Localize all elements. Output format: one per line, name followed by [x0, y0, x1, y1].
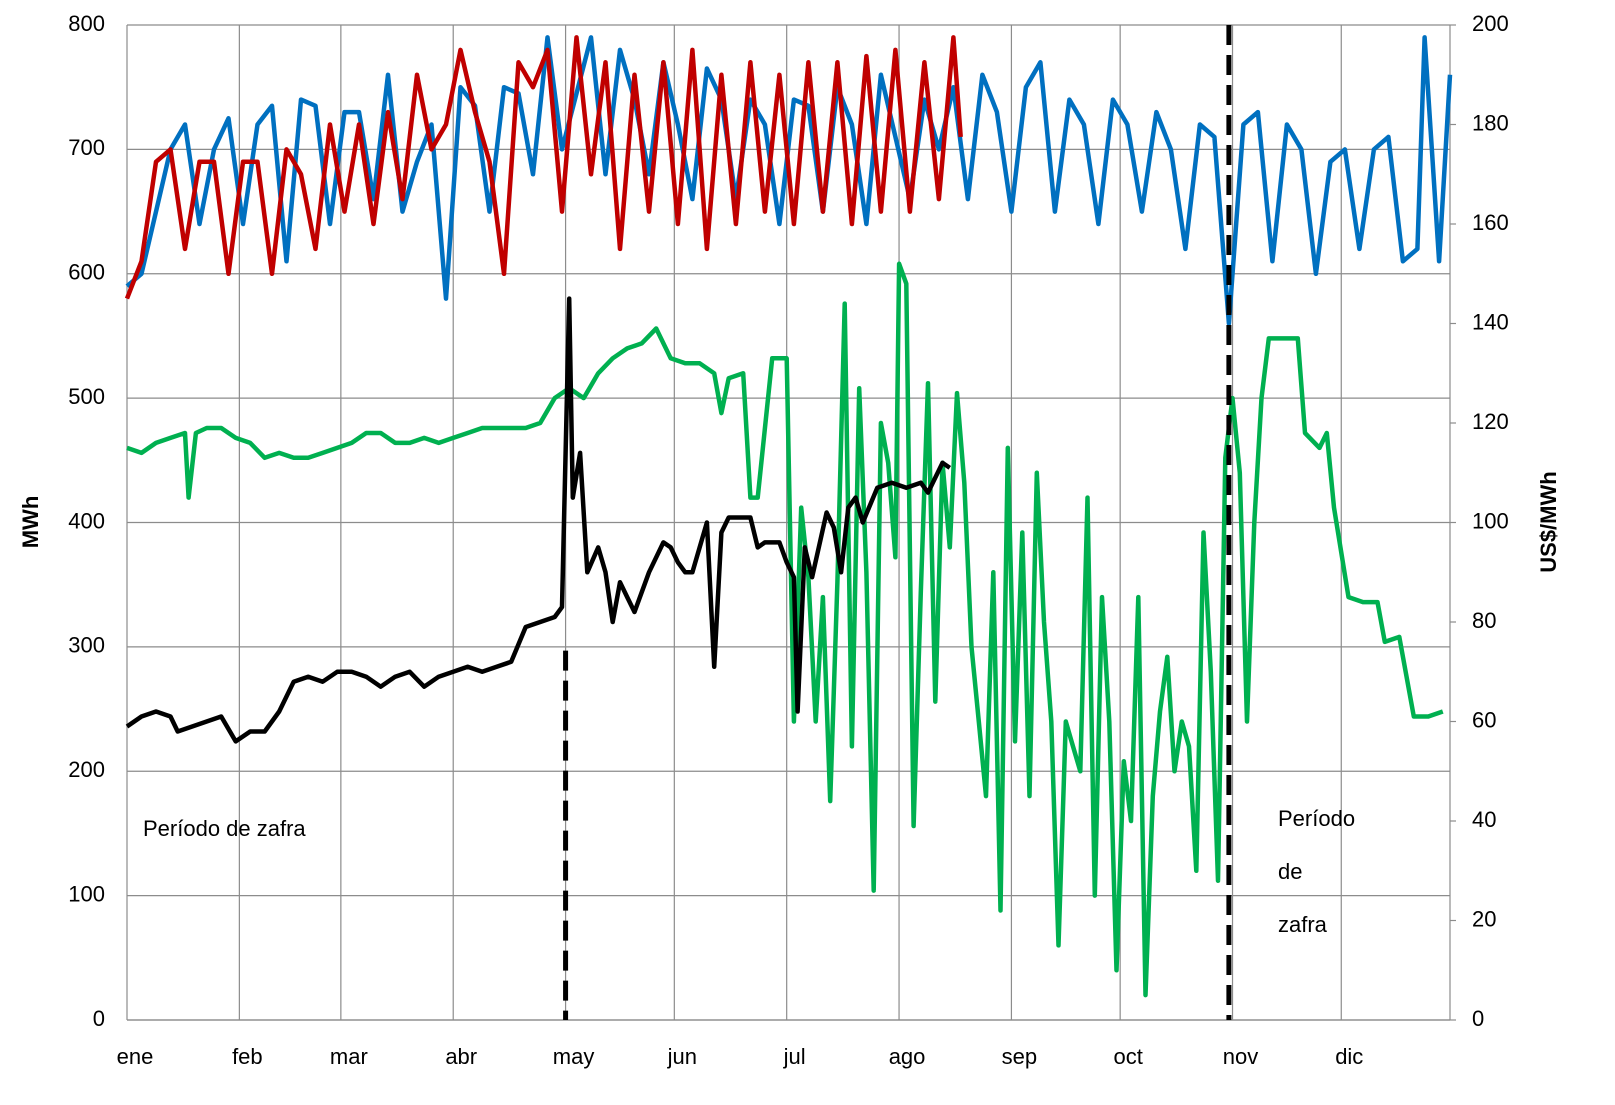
- x-tick-label: may: [553, 1044, 595, 1069]
- x-tick-label: oct: [1113, 1044, 1142, 1069]
- x-tick-label: feb: [232, 1044, 263, 1069]
- y2-tick-label: 160: [1472, 210, 1509, 235]
- annotation: Período de zafra: [143, 816, 306, 841]
- y-tick-label: 800: [68, 11, 105, 36]
- series-line: [124, 35, 963, 300]
- y2-tick-label: 80: [1472, 608, 1496, 633]
- y-tick-label: 600: [68, 260, 105, 285]
- y-tick-label: 700: [68, 135, 105, 160]
- y2-tick-label: 0: [1472, 1006, 1484, 1031]
- y2-tick-label: 100: [1472, 508, 1509, 533]
- y2-tick-label: 60: [1472, 707, 1496, 732]
- x-tick-label: ene: [117, 1044, 154, 1069]
- y2-tick-label: 120: [1472, 409, 1509, 434]
- y2-tick-label: 40: [1472, 807, 1496, 832]
- series-line: [126, 261, 1444, 998]
- y-tick-label: 300: [68, 633, 105, 658]
- y2-axis-title: US$/MWh: [1536, 471, 1561, 572]
- x-tick-label: sep: [1002, 1044, 1037, 1069]
- y2-tick-label: 20: [1472, 906, 1496, 931]
- x-tick-label: dic: [1335, 1044, 1363, 1069]
- y-axis-title: MWh: [18, 496, 43, 549]
- x-tick-label: ago: [889, 1044, 926, 1069]
- x-tick-label: nov: [1223, 1044, 1258, 1069]
- x-tick-label: mar: [330, 1044, 368, 1069]
- x-tick-label: jul: [783, 1044, 806, 1069]
- series-line: [125, 296, 952, 744]
- y2-tick-label: 200: [1472, 11, 1509, 36]
- y-tick-label: 200: [68, 757, 105, 782]
- y2-tick-label: 180: [1472, 110, 1509, 135]
- annotation: Período de zafra: [1278, 806, 1355, 937]
- series-line: [125, 35, 1453, 326]
- x-tick-label: jun: [667, 1044, 697, 1069]
- y-tick-label: 400: [68, 508, 105, 533]
- y-tick-label: 100: [68, 881, 105, 906]
- y2-tick-label: 140: [1472, 309, 1509, 334]
- x-tick-label: abr: [445, 1044, 477, 1069]
- y-tick-label: 0: [93, 1006, 105, 1031]
- y-tick-label: 500: [68, 384, 105, 409]
